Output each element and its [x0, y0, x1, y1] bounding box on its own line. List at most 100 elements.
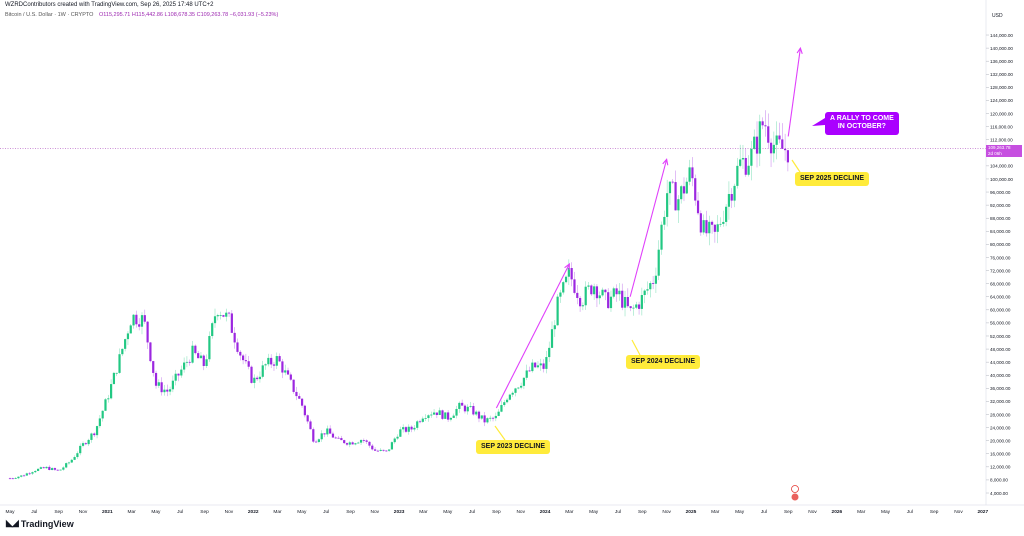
candle-body [292, 379, 295, 392]
candle-body [326, 428, 329, 435]
candle-body [455, 408, 458, 416]
price-tick-label: 76,000.00 [990, 255, 1011, 260]
candle-body [334, 437, 337, 439]
candle-body [668, 181, 672, 194]
trend-arrow-head [662, 158, 669, 166]
candle-body [514, 388, 517, 393]
tradingview-brand[interactable]: ◣◢ TradingView [6, 518, 74, 529]
trend-arrow-line [495, 263, 570, 409]
candle-body [438, 410, 441, 416]
candle-body [194, 345, 197, 354]
time-tick-label: Jul [323, 509, 329, 515]
candle-body [36, 468, 40, 471]
candle-body [166, 389, 169, 392]
time-tick-label: Mar [565, 509, 574, 515]
candle-body [241, 355, 245, 361]
candle-body [177, 373, 180, 376]
bar-countdown: 2d 06h [988, 150, 1002, 156]
candle-body [121, 348, 124, 355]
candle-body [197, 353, 200, 359]
candle-body [548, 347, 551, 358]
current-price-tag: 109,263.78 2d 06h [986, 145, 1022, 157]
candle-body [81, 443, 85, 446]
price-tick-label: 136,000.00 [990, 59, 1013, 64]
price-tick-label: 112,000.00 [990, 138, 1013, 143]
candle-body [531, 362, 534, 372]
candle-body [261, 365, 264, 377]
price-tick-label: 88,000.00 [990, 216, 1011, 221]
candle-body [483, 415, 486, 423]
candle-body [702, 220, 705, 233]
price-tick-label: 84,000.00 [990, 229, 1011, 234]
candle-body [402, 427, 405, 430]
candle-body [219, 315, 222, 316]
earnings-marker-icon [791, 485, 799, 493]
candle-body [34, 470, 37, 473]
candle-body [191, 345, 194, 363]
callout-sep-2025: SEP 2025 DECLINE [795, 172, 870, 187]
callout-sep-2024: SEP 2024 DECLINE [626, 355, 701, 370]
candle-body [233, 332, 236, 343]
event-markers[interactable] [791, 485, 799, 501]
price-axis[interactable]: 144,000.00 140,000.00 136,000.00 132,000.00… [986, 33, 1013, 496]
candle-body [185, 361, 189, 363]
candle-body [323, 433, 326, 435]
candle-body [663, 216, 666, 225]
candle-body [494, 415, 497, 419]
time-axis[interactable]: May Jul Sep Nov 2021 Mar May Jul Sep Nov 2022 Mar Ma… [5, 509, 988, 515]
time-tick-label: May [735, 509, 745, 515]
candle-body [747, 165, 750, 175]
time-tick-label: Jul [177, 509, 183, 515]
symbol-legend[interactable]: Bitcoin / U.S. Dollar · 1W · CRYPTO O115… [5, 12, 278, 18]
candle-body [570, 268, 573, 280]
symbol-title[interactable]: Bitcoin / U.S. Dollar · 1W · CRYPTO [5, 12, 94, 18]
candle-body [343, 440, 346, 444]
candle-body [604, 289, 607, 293]
candle-body [682, 186, 686, 194]
candle-body [452, 415, 455, 418]
chart-attribution: WZRDContributors created with TradingVie… [5, 2, 214, 8]
candle-body [300, 398, 304, 406]
time-tick-label: Nov [79, 509, 88, 515]
candle-body [449, 417, 453, 420]
time-tick-label: May [5, 509, 15, 515]
candle-body [649, 283, 652, 290]
candle-body [163, 389, 166, 393]
candle-body [500, 405, 503, 412]
candle-body [157, 382, 160, 386]
candle-body [129, 325, 132, 334]
candle-body [20, 475, 23, 477]
currency-label[interactable]: USD [992, 13, 1003, 19]
candle-body [511, 392, 514, 395]
candle-body [578, 297, 582, 307]
candle-body [629, 306, 632, 309]
time-tick-label: Mar [419, 509, 428, 515]
price-tick-label: 68,000.00 [990, 281, 1011, 286]
rally-line-2: IN OCTOBER? [837, 123, 886, 131]
candle-body [730, 194, 733, 201]
time-tick-label: Jul [469, 509, 475, 515]
candle-body [115, 372, 118, 374]
candle-body [660, 224, 663, 250]
candle-body [446, 412, 450, 420]
candle-body [688, 167, 691, 182]
price-tick-label: 16,000.00 [990, 452, 1011, 457]
candle-body [593, 286, 596, 295]
candle-body [461, 402, 464, 406]
candle-body [733, 185, 736, 201]
candle-body [666, 193, 669, 217]
candle-body [497, 411, 500, 416]
candle-body [211, 323, 214, 337]
candle-body [202, 355, 205, 366]
price-tick-label: 12,000.00 [990, 465, 1011, 470]
candle-body [584, 286, 587, 306]
price-tick-label: 92,000.00 [990, 203, 1011, 208]
candle-body [59, 469, 62, 471]
brand-name: TradingView [20, 518, 74, 529]
candle-body [772, 144, 775, 154]
candle-body [62, 467, 65, 470]
candle-body [320, 433, 323, 440]
candle-body [542, 363, 545, 369]
trend-arrows [495, 46, 803, 409]
